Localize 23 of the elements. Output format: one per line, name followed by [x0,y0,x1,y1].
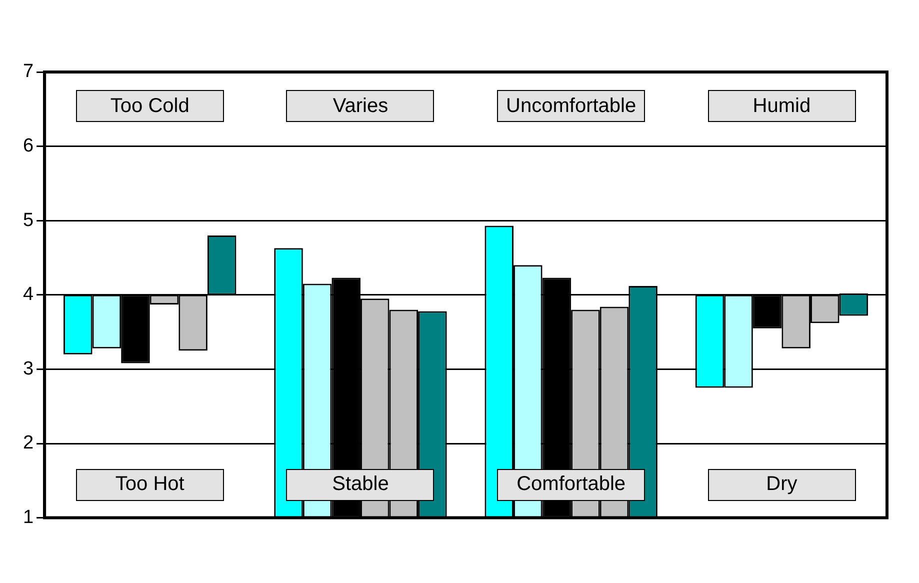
y-tick-label: 1 [22,507,34,528]
y-tick-label: 3 [22,358,34,380]
y-tick-label: 2 [22,432,34,454]
annotation: Humid [752,94,811,118]
label-box: Too Hot [76,468,224,501]
label-box: Dry [708,468,856,501]
label-box: Uncomfortable [497,90,646,122]
y-tick-label: 5 [22,210,34,231]
label-box: Comfortable [497,468,646,501]
annotation: Comfortable [516,473,626,496]
label-box: Too Cold [76,90,224,122]
annotation: Uncomfortable [506,94,636,118]
y-tick-label: 4 [22,284,34,306]
y-tick-label: 7 [22,61,34,82]
label-box: Stable [286,468,434,501]
label-box: Varies [286,90,434,122]
annotation: Varies [332,94,388,118]
annotation: Stable [332,473,389,496]
annotation: Too Cold [110,94,190,118]
label-box: Humid [708,90,856,122]
annotation: Too Hot [115,473,184,496]
y-tick-label: 6 [22,136,34,157]
annotation: Dry [766,473,798,496]
